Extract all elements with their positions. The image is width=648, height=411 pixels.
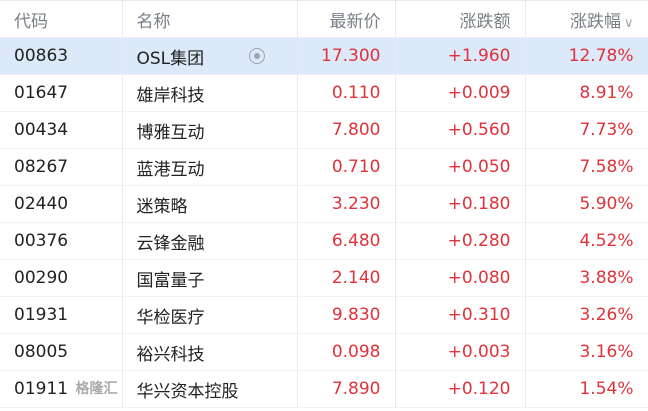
- stock-name-label: 华检医疗: [136, 307, 205, 328]
- stock-name-label: 博雅互动: [136, 122, 205, 143]
- stock-code-label: 00434: [14, 120, 69, 140]
- table-row[interactable]: 08005 裕兴科技 0.098 +0.003 3.16%: [0, 333, 648, 371]
- chevron-down-icon[interactable]: ∨: [623, 15, 634, 31]
- change-percent: 7.58%: [525, 148, 648, 186]
- latest-price: 3.230: [297, 185, 396, 223]
- price-change: +0.003: [395, 333, 526, 371]
- table-row[interactable]: 08267 蓝港互动 0.710 +0.050 7.58%: [0, 148, 648, 186]
- price-change: +0.080: [395, 259, 526, 297]
- table-row[interactable]: 01647 雄岸科技 0.110 +0.009 8.91%: [0, 74, 648, 112]
- stock-name: 迷策略: [122, 185, 298, 223]
- price-change: +0.280: [395, 222, 526, 260]
- price-change: +0.180: [395, 185, 526, 223]
- change-percent: 7.73%: [525, 111, 648, 149]
- stock-name: 华检医疗: [122, 296, 298, 334]
- latest-price: 0.710: [297, 148, 396, 186]
- price-change: +0.009: [395, 74, 526, 112]
- stock-name: 博雅互动: [122, 111, 298, 149]
- watermark-logo: 格隆汇: [75, 381, 118, 397]
- table-row[interactable]: 00290 国富量子 2.140 +0.080 3.88%: [0, 259, 648, 297]
- stock-code: 00376: [0, 222, 123, 260]
- header-pct[interactable]: 涨跌幅 ∨: [525, 0, 648, 38]
- stock-name: 国富量子: [122, 259, 298, 297]
- stock-code: 01647: [0, 74, 123, 112]
- table-row[interactable]: 00376 云锋金融 6.480 +0.280 4.52%: [0, 222, 648, 260]
- header-code[interactable]: 代码: [0, 0, 123, 38]
- stock-code: 00863: [0, 37, 123, 75]
- table-row[interactable]: 00434 博雅互动 7.800 +0.560 7.73%: [0, 111, 648, 149]
- latest-price: 0.110: [297, 74, 396, 112]
- latest-price: 7.890: [297, 370, 396, 408]
- stock-code-label: 00290: [14, 268, 69, 288]
- stock-code-label: 01931: [14, 305, 69, 325]
- stock-code-label: 00376: [14, 231, 69, 251]
- stock-code: 格隆汇 01911: [0, 370, 123, 408]
- stock-name: 雄岸科技: [122, 74, 298, 112]
- price-change: +0.050: [395, 148, 526, 186]
- price-change: +0.560: [395, 111, 526, 149]
- stock-name-label: 华兴资本控股: [136, 381, 239, 402]
- price-change: +1.960: [395, 37, 526, 75]
- stock-name-label: 蓝港互动: [136, 159, 205, 180]
- stock-code-label: 08267: [14, 157, 69, 177]
- watch-eye-icon[interactable]: [248, 48, 265, 64]
- stock-code: 08267: [0, 148, 123, 186]
- header-name[interactable]: 名称: [122, 0, 298, 38]
- latest-price: 17.300: [297, 37, 396, 75]
- stock-code-label: 00863: [14, 46, 69, 66]
- header-change[interactable]: 涨跌额: [395, 0, 526, 38]
- change-percent: 3.26%: [525, 296, 648, 334]
- stock-code-label: 08005: [14, 342, 69, 362]
- change-percent: 5.90%: [525, 185, 648, 223]
- stock-name: 裕兴科技: [122, 333, 298, 371]
- stock-name: OSL集团: [122, 37, 298, 75]
- latest-price: 7.800: [297, 111, 396, 149]
- price-change: +0.310: [395, 296, 526, 334]
- stock-name: 华兴资本控股: [122, 370, 298, 408]
- header-price[interactable]: 最新价: [297, 0, 396, 38]
- change-percent: 4.52%: [525, 222, 648, 260]
- stock-name-label: 云锋金融: [136, 233, 205, 254]
- change-percent: 1.54%: [525, 370, 648, 408]
- stock-code: 00434: [0, 111, 123, 149]
- stock-name-label: 雄岸科技: [136, 85, 205, 106]
- latest-price: 2.140: [297, 259, 396, 297]
- stock-code: 02440: [0, 185, 123, 223]
- header-pct-label: 涨跌幅: [569, 11, 621, 32]
- stock-name-label: OSL集团: [136, 48, 205, 69]
- latest-price: 0.098: [297, 333, 396, 371]
- stock-name-label: 裕兴科技: [136, 344, 205, 365]
- stock-name-label: 国富量子: [136, 270, 205, 291]
- stock-name: 蓝港互动: [122, 148, 298, 186]
- change-percent: 8.91%: [525, 74, 648, 112]
- stock-name-label: 迷策略: [136, 196, 188, 217]
- table-row[interactable]: 格隆汇 01911 华兴资本控股 7.890 +0.120 1.54%: [0, 370, 648, 408]
- stock-code: 01931: [0, 296, 123, 334]
- stock-code-label: 02440: [14, 194, 69, 214]
- table-row[interactable]: 02440 迷策略 3.230 +0.180 5.90%: [0, 185, 648, 223]
- stock-code: 08005: [0, 333, 123, 371]
- change-percent: 12.78%: [525, 37, 648, 75]
- table-row[interactable]: 00863 OSL集团 17.300 +1.960 12.78%: [0, 37, 648, 75]
- stock-code-label: 01647: [14, 83, 69, 103]
- latest-price: 9.830: [297, 296, 396, 334]
- table-row[interactable]: 01931 华检医疗 9.830 +0.310 3.26%: [0, 296, 648, 334]
- stock-name: 云锋金融: [122, 222, 298, 260]
- stock-code: 00290: [0, 259, 123, 297]
- change-percent: 3.16%: [525, 333, 648, 371]
- stock-code-label: 01911: [14, 379, 69, 399]
- latest-price: 6.480: [297, 222, 396, 260]
- price-change: +0.120: [395, 370, 526, 408]
- change-percent: 3.88%: [525, 259, 648, 297]
